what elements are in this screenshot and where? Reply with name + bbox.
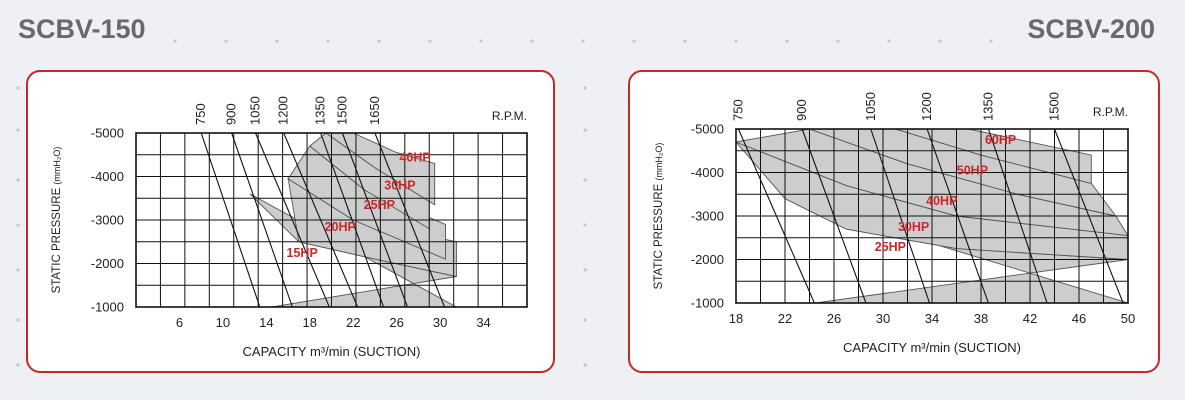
rpm-label-750: 750 — [730, 99, 745, 121]
x-tick-label: 34 — [925, 311, 939, 326]
bg-dot — [377, 39, 381, 43]
y-axis-label: STATIC PRESSURE (mmH₂O) — [653, 143, 665, 290]
bg-dot — [583, 86, 587, 90]
bg-dot — [16, 223, 20, 227]
rpm-label-1350: 1350 — [980, 92, 995, 121]
bg-dot — [530, 39, 534, 43]
bg-dot — [632, 39, 636, 43]
rpm-label-1200: 1200 — [919, 92, 934, 121]
hp-label-50hp: 50HP — [957, 164, 988, 178]
y-tick-label: -5000 — [91, 126, 124, 141]
rpm-label-900: 900 — [224, 103, 239, 125]
bg-dot — [173, 39, 177, 43]
performance-chart-scbv-150: 750 900 1050 1200 1350 1500 1650 R.P.M. 15HP 20HP… — [51, 96, 528, 359]
y-tick-label: -1000 — [691, 296, 724, 311]
rpm-unit-label: R.P.M. — [1093, 105, 1128, 119]
x-tick-label: 38 — [974, 311, 988, 326]
bg-dot — [224, 39, 228, 43]
x-tick-label: 34 — [476, 315, 490, 330]
bg-dot — [938, 39, 942, 43]
y-tick-label: -3000 — [91, 213, 124, 228]
plot-frame — [735, 128, 1129, 304]
hp-label-30hp: 30HP — [898, 220, 929, 234]
bg-dot — [326, 39, 330, 43]
x-tick-label: 30 — [433, 315, 447, 330]
y-tick-label: -1000 — [91, 300, 124, 315]
bg-dot — [785, 39, 789, 43]
x-tick-label: 18 — [303, 315, 317, 330]
bg-dot — [16, 318, 20, 322]
y-axis-label: STATIC PRESSURE (mmH₂O) — [51, 147, 63, 294]
bg-dot — [16, 363, 20, 367]
hp-label-25hp: 25HP — [875, 240, 906, 254]
y-tick-label: -4000 — [91, 169, 124, 184]
bg-dot — [989, 39, 993, 43]
bg-dot — [583, 223, 587, 227]
x-tick-label: 18 — [729, 311, 743, 326]
bg-dot — [16, 268, 20, 272]
x-tick-label: 22 — [346, 315, 360, 330]
rpm-label-1350: 1350 — [313, 96, 328, 125]
x-tick-label: 26 — [389, 315, 403, 330]
performance-chart-scbv-200: 750 900 1050 1200 1350 1500 R.P.M. 25HP 30HP 40HP… — [653, 92, 1135, 355]
y-axis-unit: (mmH₂O) — [52, 147, 62, 185]
x-tick-label: 42 — [1023, 311, 1037, 326]
bg-dot — [583, 128, 587, 132]
bg-dot — [479, 39, 483, 43]
bg-dot — [583, 178, 587, 182]
bg-dot — [16, 128, 20, 132]
rpm-label-1500: 1500 — [334, 96, 349, 125]
model-title-scbv-200: SCBV-200 — [1027, 14, 1155, 44]
x-tick-label: 46 — [1072, 311, 1086, 326]
rpm-label-1050: 1050 — [247, 96, 262, 125]
hp-label-30hp: 30HP — [384, 179, 415, 193]
x-tick-label: 30 — [876, 311, 890, 326]
chart-panel-scbv-200: 750 900 1050 1200 1350 1500 R.P.M. 25HP 30HP 40HP… — [628, 70, 1160, 373]
bg-dot — [428, 39, 432, 43]
model-title-scbv-150: SCBV-150 — [18, 14, 146, 44]
x-tick-label: 22 — [778, 311, 792, 326]
bg-dot — [581, 39, 585, 43]
x-tick-label: 26 — [827, 311, 841, 326]
y-tick-label: -4000 — [691, 165, 724, 180]
hp-label-40hp: 40HP — [399, 150, 430, 164]
bg-dot — [583, 318, 587, 322]
bg-dot — [583, 363, 587, 367]
x-tick-label: 10 — [216, 315, 230, 330]
rpm-unit-label: R.P.M. — [492, 109, 527, 123]
bg-dot — [275, 39, 279, 43]
rpm-label-1650: 1650 — [367, 96, 382, 125]
rpm-label-900: 900 — [794, 99, 809, 121]
bg-dot — [734, 39, 738, 43]
bg-dot — [887, 39, 891, 43]
bg-dot — [836, 39, 840, 43]
y-axis-unit: (mmH₂O) — [654, 143, 664, 181]
rpm-label-1050: 1050 — [863, 92, 878, 121]
bg-dot — [16, 178, 20, 182]
y-tick-label: -3000 — [691, 209, 724, 224]
plot-frame — [135, 132, 528, 308]
hp-label-40hp: 40HP — [926, 194, 957, 208]
hp-label-20hp: 20HP — [325, 220, 356, 234]
chart-panel-scbv-150: 750 900 1050 1200 1350 1500 1650 R.P.M. 15HP 20HP… — [26, 70, 555, 373]
x-tick-label: 50 — [1121, 311, 1135, 326]
rpm-label-1500: 1500 — [1047, 92, 1062, 121]
y-tick-label: -2000 — [691, 252, 724, 267]
bg-dot — [583, 268, 587, 272]
y-tick-label: -2000 — [91, 256, 124, 271]
hp-label-25hp: 25HP — [364, 198, 395, 212]
rpm-label-750: 750 — [193, 103, 208, 125]
hp-label-15hp: 15HP — [287, 246, 318, 260]
y-tick-label: -5000 — [691, 122, 724, 137]
x-tick-label: 6 — [176, 315, 183, 330]
x-axis-label: CAPACITY m³/min (SUCTION) — [243, 344, 421, 359]
hp-label-60hp: 60HP — [985, 133, 1016, 147]
x-tick-label: 14 — [259, 315, 273, 330]
bg-dot — [683, 39, 687, 43]
rpm-label-1200: 1200 — [276, 96, 291, 125]
bg-dot — [16, 86, 20, 90]
x-axis-label: CAPACITY m³/min (SUCTION) — [843, 340, 1021, 355]
